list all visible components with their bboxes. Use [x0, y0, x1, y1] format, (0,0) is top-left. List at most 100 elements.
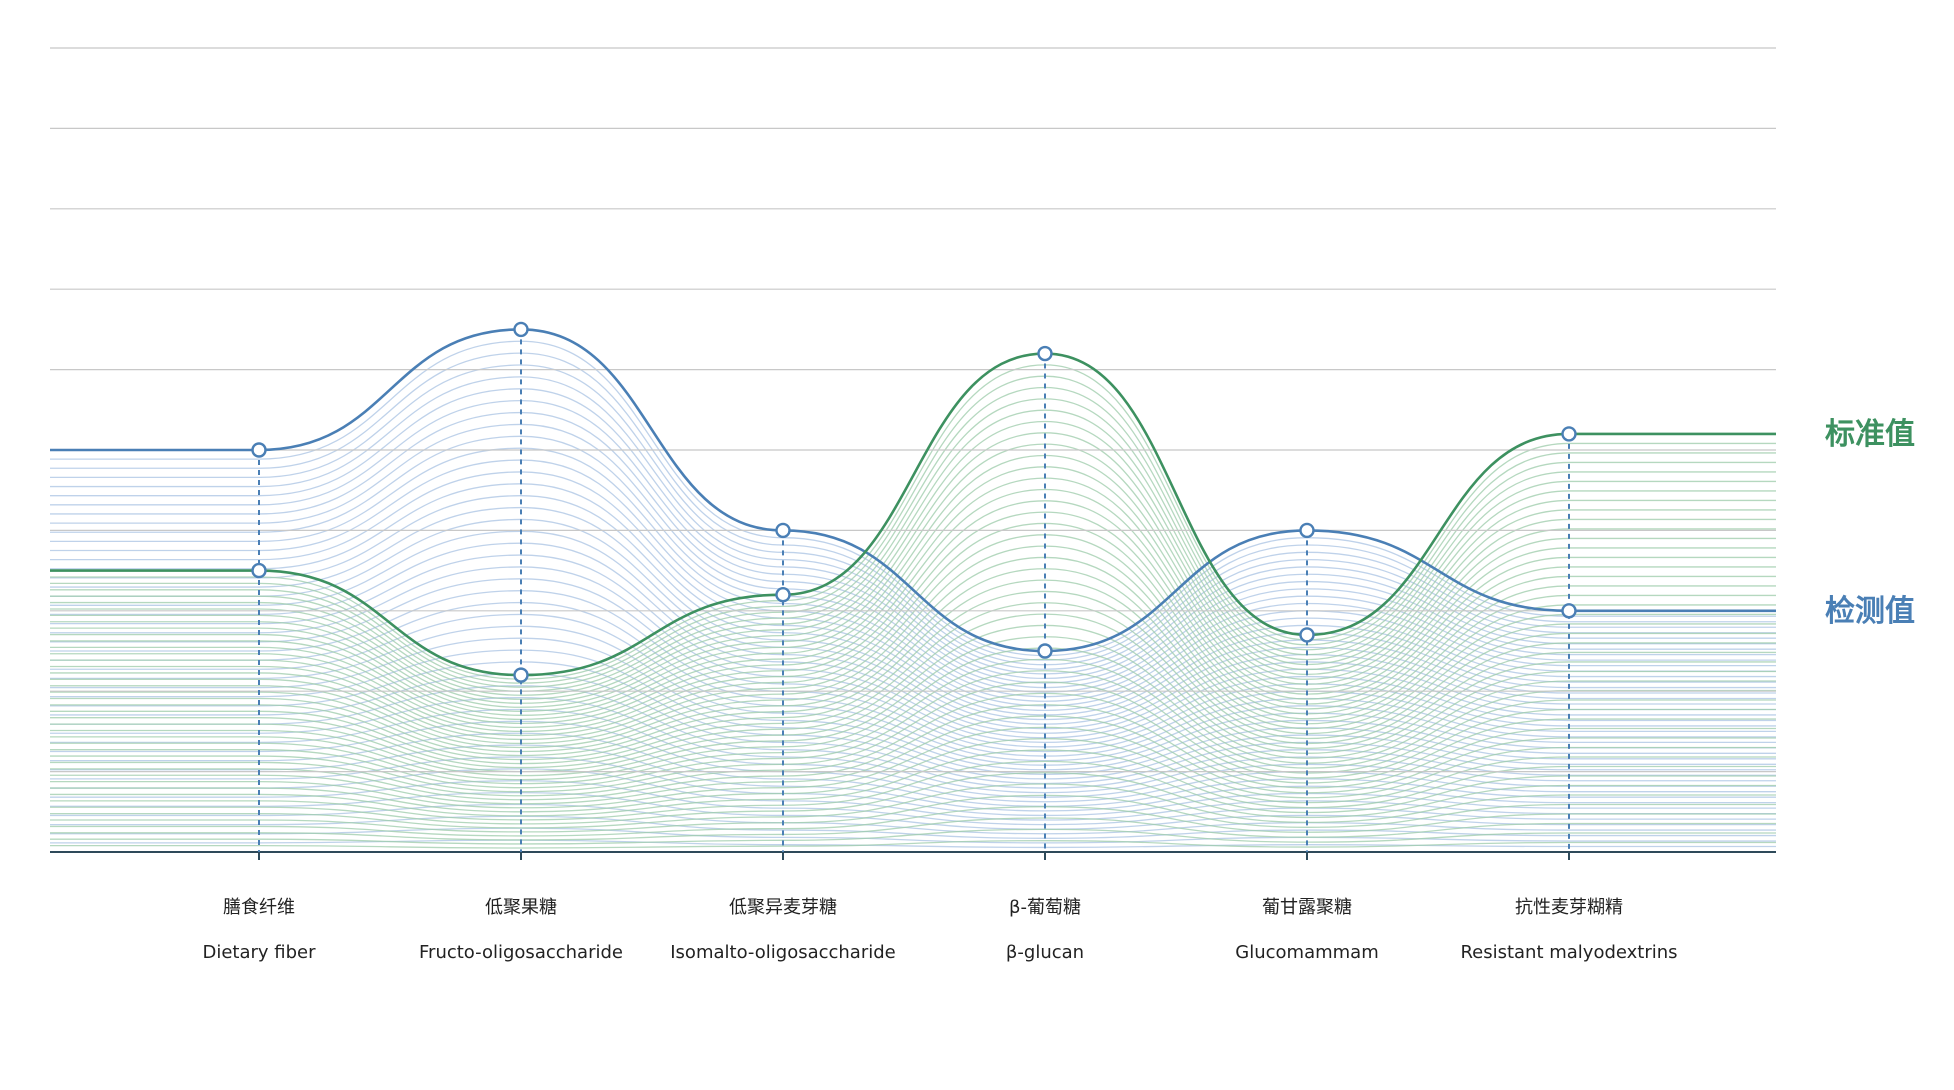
fill-line-standard — [50, 409, 1776, 696]
fill-line-measured — [50, 495, 1776, 716]
fill-line-measured — [50, 400, 1776, 680]
fill-line-standard — [50, 840, 1776, 849]
fill-line-standard — [50, 466, 1776, 716]
fill-line-measured — [50, 530, 1776, 730]
fill-line-standard — [50, 806, 1776, 837]
x-tick-label-zh: 低聚异麦芽糖 — [729, 897, 837, 918]
fill-line-measured — [50, 340, 1776, 657]
fill-line-standard — [50, 443, 1776, 708]
x-tick-labels: 膳食纤维 Dietary fiber 低聚果糖 Fructo-oligosacchar… — [202, 897, 1677, 963]
fill-line-standard — [50, 636, 1776, 777]
data-points — [251, 321, 1577, 683]
fill-line-standard — [50, 477, 1776, 720]
fill-line-measured — [50, 839, 1776, 849]
fill-line-measured — [50, 435, 1776, 693]
fill-line-standard — [50, 738, 1776, 813]
x-tick-label-en: Dietary fiber — [202, 942, 316, 963]
fill-line-standard — [50, 624, 1776, 773]
fill-line-measured — [50, 649, 1776, 775]
x-axis — [50, 851, 1776, 860]
fill-line-measured — [50, 518, 1776, 725]
fill-line-standard — [50, 534, 1776, 741]
fill-line-standard — [50, 772, 1776, 825]
fill-line-standard — [50, 579, 1776, 757]
fill-line-standard — [50, 726, 1776, 809]
standard-series-line — [50, 352, 1776, 677]
fill-line-standard — [50, 545, 1776, 745]
x-tick-label-zh: 低聚果糖 — [485, 897, 557, 918]
fill-line-standard — [50, 556, 1776, 749]
fill-line-measured — [50, 780, 1776, 826]
fill-line-standard — [50, 692, 1776, 797]
fill-line-measured — [50, 459, 1776, 702]
fill-line-measured — [50, 554, 1776, 739]
fill-line-measured — [50, 601, 1776, 757]
fill-line-standard — [50, 828, 1776, 845]
fill-line-standard — [50, 794, 1776, 833]
fill-line-standard — [50, 670, 1776, 789]
fill-line-measured — [50, 578, 1776, 748]
measured-legend-label: 检测值 — [1825, 594, 1915, 629]
fill-line-standard — [50, 647, 1776, 781]
fill-line-measured — [50, 471, 1776, 707]
x-tick-label-en: Isomalto-oligosaccharide — [670, 942, 896, 963]
standard-data-point — [1561, 426, 1577, 442]
fill-line-standard — [50, 488, 1776, 725]
standard-data-point — [251, 562, 267, 579]
fill-line-measured — [50, 768, 1776, 821]
measured-data-point — [1561, 603, 1577, 619]
x-tick-label-en: Fructo-oligosaccharide — [419, 942, 623, 963]
x-tick-label-zh: 抗性麦芽糊精 — [1515, 897, 1623, 918]
fill-line-standard — [50, 375, 1776, 684]
fill-line-standard — [50, 364, 1776, 680]
standard-data-point — [775, 587, 791, 603]
fill-line-standard — [50, 398, 1776, 692]
fill-line-standard — [50, 658, 1776, 785]
fill-line-measured — [50, 388, 1776, 675]
fill-line-standard — [50, 613, 1776, 769]
fill-line-standard — [50, 454, 1776, 712]
fill-line-standard — [50, 715, 1776, 805]
measured-data-point — [251, 442, 267, 458]
fill-line-standard — [50, 817, 1776, 841]
fill-line-standard — [50, 511, 1776, 733]
fill-line-measured — [50, 590, 1776, 753]
measured-data-point — [513, 321, 529, 338]
fill-line-standard — [50, 602, 1776, 765]
fill-line-measured — [50, 744, 1776, 812]
measured-data-point — [1299, 522, 1315, 539]
fill-line-standard — [50, 749, 1776, 817]
measured-data-point — [775, 522, 791, 539]
x-tick-label-zh: 膳食纤维 — [223, 897, 295, 918]
fill-line-measured — [50, 411, 1776, 684]
fill-line-standard — [50, 432, 1776, 704]
x-tick-label-en: β-glucan — [1006, 942, 1084, 963]
fill-line-standard — [50, 760, 1776, 821]
measured-series-line — [50, 328, 1776, 653]
fill-line-standard — [50, 590, 1776, 761]
fill-line-measured — [50, 827, 1776, 844]
fill-line-measured — [50, 447, 1776, 698]
fill-line-measured — [50, 613, 1776, 762]
x-tick-label-zh: 葡甘露聚糖 — [1262, 897, 1352, 918]
gridlines — [50, 47, 1776, 853]
standard-data-point — [1299, 627, 1315, 643]
measured-data-point — [1037, 643, 1053, 659]
standard-data-point — [513, 667, 529, 683]
fill-line-standard — [50, 420, 1776, 700]
fill-line-standard — [50, 783, 1776, 829]
fill-line-standard — [50, 704, 1776, 801]
standard-legend-label: 标准值 — [1825, 417, 1915, 452]
fill-line-standard — [50, 522, 1776, 737]
fill-line-measured — [50, 542, 1776, 734]
standard-data-point — [1037, 345, 1053, 362]
category-guides — [258, 329, 1570, 852]
x-tick-label-en: Glucomammam — [1235, 942, 1378, 963]
fill-line-standard — [50, 500, 1776, 729]
series-lines — [50, 328, 1776, 677]
x-tick-label-en: Resistant malyodextrins — [1460, 942, 1677, 963]
fill-line-measured — [50, 423, 1776, 689]
